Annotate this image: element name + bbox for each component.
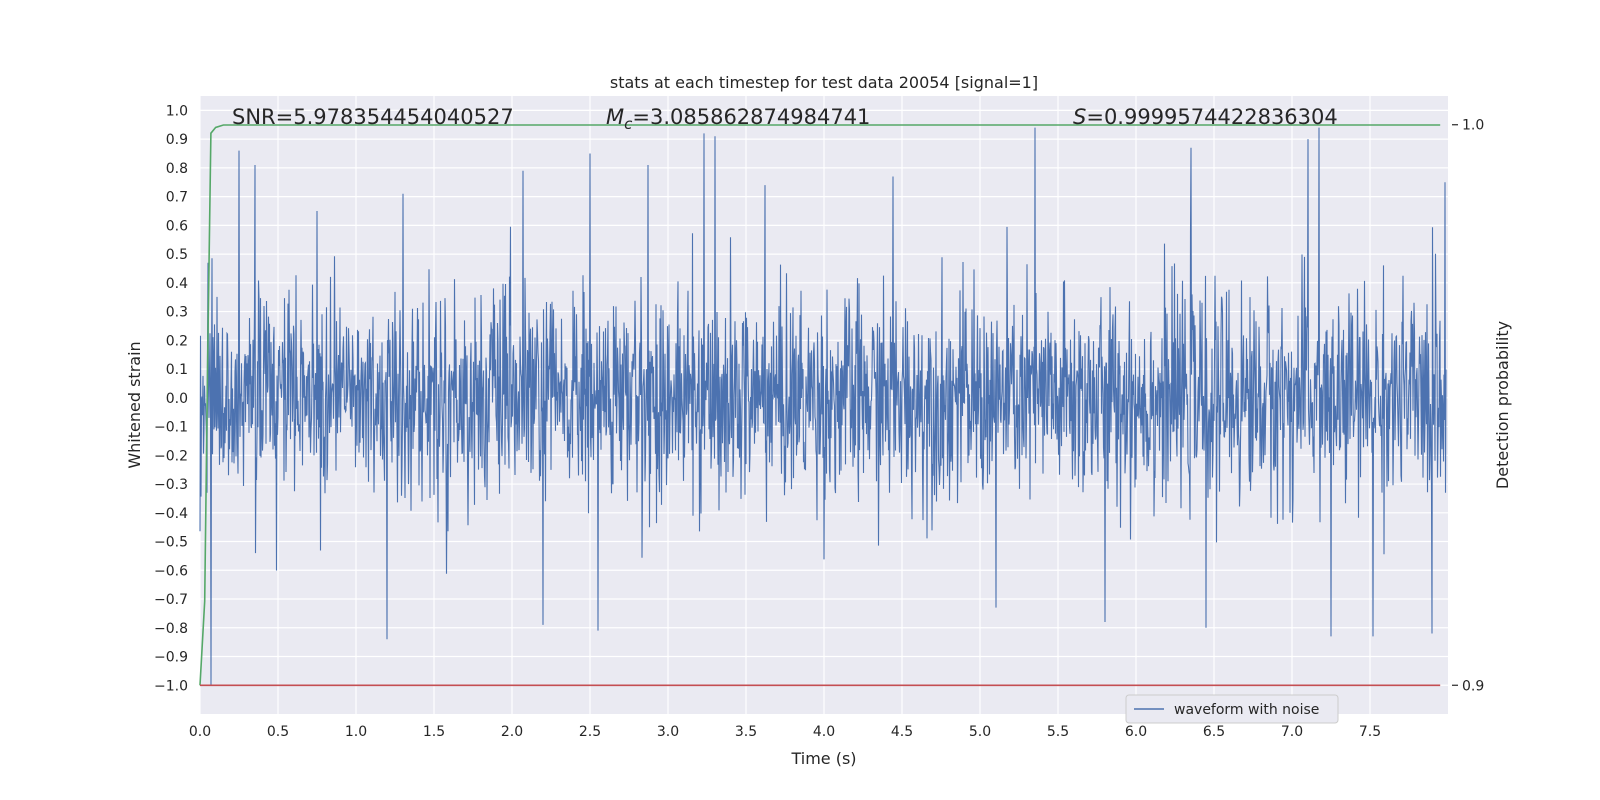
y-axis-label: Whitened strain (125, 341, 144, 468)
y-tick-label: −0.6 (154, 563, 188, 579)
detection-probability-line (199, 124, 1441, 686)
x-tick-label: 0.0 (189, 724, 211, 740)
x-tick-label: 6.0 (1125, 724, 1147, 740)
y2-ticks: 1.0 0.9 (1452, 118, 1484, 694)
y-tick-label: −0.8 (154, 621, 188, 637)
y-tick-label: 0.2 (166, 333, 188, 349)
chirp-mass-value: =3.085862874984741 (632, 105, 870, 129)
x-tick-label: 1.5 (423, 724, 445, 740)
chirp-mass-subscript: c (624, 115, 633, 133)
y-tick-label: 0.8 (166, 161, 188, 177)
y-ticks: 1.0 0.9 0.8 0.7 0.6 0.5 0.4 0.3 0.2 0.1 0.0 −0.1 −0.… (154, 103, 188, 694)
y-tick-label: 0.4 (166, 276, 188, 292)
chirp-mass-symbol: M (606, 105, 624, 129)
y2-tick-label: 0.9 (1462, 678, 1484, 694)
y-tick-label: 0.3 (166, 305, 188, 321)
y-tick-label: −0.4 (154, 506, 188, 522)
legend-box (1125, 694, 1339, 724)
y2-tick-label: 1.0 (1462, 118, 1484, 134)
y-tick-label: 0.1 (166, 362, 188, 378)
s-annotation: S=0.9999574422836304 (1073, 105, 1338, 129)
x-tick-label: 2.0 (501, 724, 523, 740)
y-tick-label: 0.9 (166, 132, 188, 148)
x-tick-label: 5.5 (1047, 724, 1069, 740)
y-tick-label: 0.0 (166, 391, 188, 407)
x-tick-label: 7.5 (1359, 724, 1381, 740)
chirp-mass-annotation: Mc=3.085862874984741 (606, 105, 870, 133)
y-tick-label: 1.0 (166, 103, 188, 119)
x-tick-label: 3.5 (735, 724, 757, 740)
y2-axis-label: Detection probability (1493, 321, 1512, 489)
s-value: =0.9999574422836304 (1086, 105, 1337, 129)
x-tick-label: 0.5 (267, 724, 289, 740)
x-tick-label: 5.0 (969, 724, 991, 740)
y-tick-label: −0.5 (154, 535, 188, 551)
x-tick-label: 7.0 (1281, 724, 1303, 740)
legend-label: waveform with noise (1174, 702, 1319, 718)
x-tick-label: 6.5 (1203, 724, 1225, 740)
y-tick-label: −0.9 (154, 650, 188, 666)
y-tick-label: −0.1 (154, 420, 188, 436)
y-tick-label: −1.0 (154, 678, 188, 694)
x-tick-label: 1.0 (345, 724, 367, 740)
x-tick-label: 2.5 (579, 724, 601, 740)
x-tick-label: 3.0 (657, 724, 679, 740)
y-tick-label: −0.3 (154, 477, 188, 493)
s-symbol: S (1073, 105, 1086, 129)
series-layer (199, 124, 1447, 687)
chart-title: stats at each timestep for test data 200… (610, 73, 1038, 92)
snr-annotation: SNR=5.978354454040527 (232, 105, 514, 129)
y-tick-label: 0.7 (166, 190, 188, 206)
x-tick-label: 4.5 (891, 724, 913, 740)
y-tick-label: −0.7 (154, 592, 188, 608)
x-axis-label: Time (s) (790, 749, 856, 768)
y-tick-label: −0.2 (154, 448, 188, 464)
y-tick-label: 0.5 (166, 247, 188, 263)
x-tick-label: 4.0 (813, 724, 835, 740)
x-ticks: 0.0 0.5 1.0 1.5 2.0 2.5 3.0 3.5 4.0 4.5 5.0 5.5 6.0 6… (189, 724, 1381, 740)
waveform-series-line (199, 127, 1447, 686)
y-tick-label: 0.6 (166, 218, 188, 234)
legend: waveform with noise (1125, 694, 1339, 724)
